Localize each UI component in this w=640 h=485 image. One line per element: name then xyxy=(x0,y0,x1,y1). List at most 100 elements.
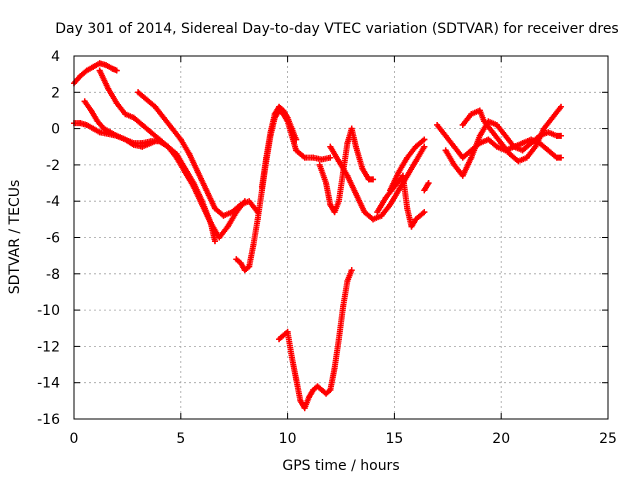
data-point xyxy=(224,223,231,230)
data-point xyxy=(476,132,483,139)
data-point xyxy=(173,151,180,158)
data-point xyxy=(459,172,466,179)
data-point xyxy=(177,136,184,143)
series-arc-h xyxy=(276,267,355,412)
data-point xyxy=(199,198,206,205)
data-point xyxy=(485,136,492,143)
data-points xyxy=(71,60,565,412)
series-arc-j xyxy=(327,143,428,223)
x-tick-label: 15 xyxy=(385,431,403,447)
data-point xyxy=(310,154,317,161)
data-point xyxy=(216,234,223,241)
data-point xyxy=(412,158,419,165)
data-point xyxy=(241,267,248,274)
data-point xyxy=(103,62,110,69)
data-point xyxy=(77,72,84,79)
y-tick-label: -16 xyxy=(37,412,60,428)
data-point xyxy=(558,154,565,161)
data-point xyxy=(331,365,338,372)
data-point xyxy=(468,111,475,118)
data-point xyxy=(314,383,321,390)
series-markers xyxy=(421,180,432,194)
data-point xyxy=(194,169,201,176)
data-point xyxy=(301,405,308,412)
data-point xyxy=(207,219,214,226)
data-point xyxy=(442,132,449,139)
data-point xyxy=(532,143,539,150)
data-point xyxy=(412,143,419,150)
data-point xyxy=(293,147,300,154)
y-tick-label: 4 xyxy=(51,49,60,65)
data-point xyxy=(271,111,278,118)
data-point xyxy=(361,209,368,216)
data-point xyxy=(493,143,500,150)
data-point xyxy=(90,63,97,70)
data-point xyxy=(284,114,291,121)
data-point xyxy=(77,120,84,127)
data-point xyxy=(96,67,103,74)
data-point xyxy=(143,96,150,103)
data-point xyxy=(459,154,466,161)
data-point xyxy=(280,332,287,339)
data-point xyxy=(370,176,377,183)
data-point xyxy=(352,143,359,150)
data-point xyxy=(344,140,351,147)
x-tick-label: 25 xyxy=(599,431,617,447)
series-arc-l xyxy=(387,136,428,194)
series-arc-f xyxy=(233,107,334,274)
data-point xyxy=(489,129,496,136)
data-point xyxy=(147,140,154,147)
data-point xyxy=(340,303,347,310)
data-point xyxy=(96,129,103,136)
y-tick-label: 0 xyxy=(51,122,60,138)
data-point xyxy=(378,212,385,219)
data-point xyxy=(558,103,565,110)
data-point xyxy=(327,143,334,150)
data-point xyxy=(130,114,137,121)
data-point xyxy=(434,121,441,128)
data-point xyxy=(327,386,334,393)
data-point xyxy=(498,140,505,147)
data-point xyxy=(344,278,351,285)
data-point xyxy=(523,154,530,161)
series-markers xyxy=(71,60,120,87)
data-point xyxy=(519,140,526,147)
data-point xyxy=(122,111,129,118)
data-point xyxy=(515,158,522,165)
data-point xyxy=(387,201,394,208)
data-point xyxy=(395,169,402,176)
data-point xyxy=(528,140,535,147)
data-point xyxy=(94,118,101,125)
series-markers xyxy=(233,107,334,274)
data-point xyxy=(169,125,176,132)
data-point xyxy=(297,151,304,158)
data-point xyxy=(83,121,90,128)
data-point xyxy=(395,187,402,194)
data-point xyxy=(327,154,334,161)
data-point xyxy=(318,386,325,393)
data-point xyxy=(293,376,300,383)
data-point xyxy=(323,180,330,187)
data-point xyxy=(254,216,261,223)
data-point xyxy=(545,147,552,154)
y-tick-label: -10 xyxy=(37,303,60,319)
data-point xyxy=(511,143,518,150)
x-tick-label: 5 xyxy=(176,431,185,447)
data-point xyxy=(152,103,159,110)
data-point xyxy=(421,187,428,194)
data-point xyxy=(113,67,120,74)
data-point xyxy=(211,205,218,212)
series-arc-d xyxy=(96,67,218,245)
y-tick-label: -2 xyxy=(46,158,60,174)
data-point xyxy=(301,154,308,161)
data-point xyxy=(288,354,295,361)
data-point xyxy=(481,118,488,125)
data-point xyxy=(348,125,355,132)
data-point xyxy=(139,121,146,128)
data-point xyxy=(310,386,317,393)
data-point xyxy=(352,190,359,197)
x-tick-label: 0 xyxy=(70,431,79,447)
x-axis-label: GPS time / hours xyxy=(282,458,399,474)
data-point xyxy=(323,390,330,397)
data-point xyxy=(267,129,274,136)
